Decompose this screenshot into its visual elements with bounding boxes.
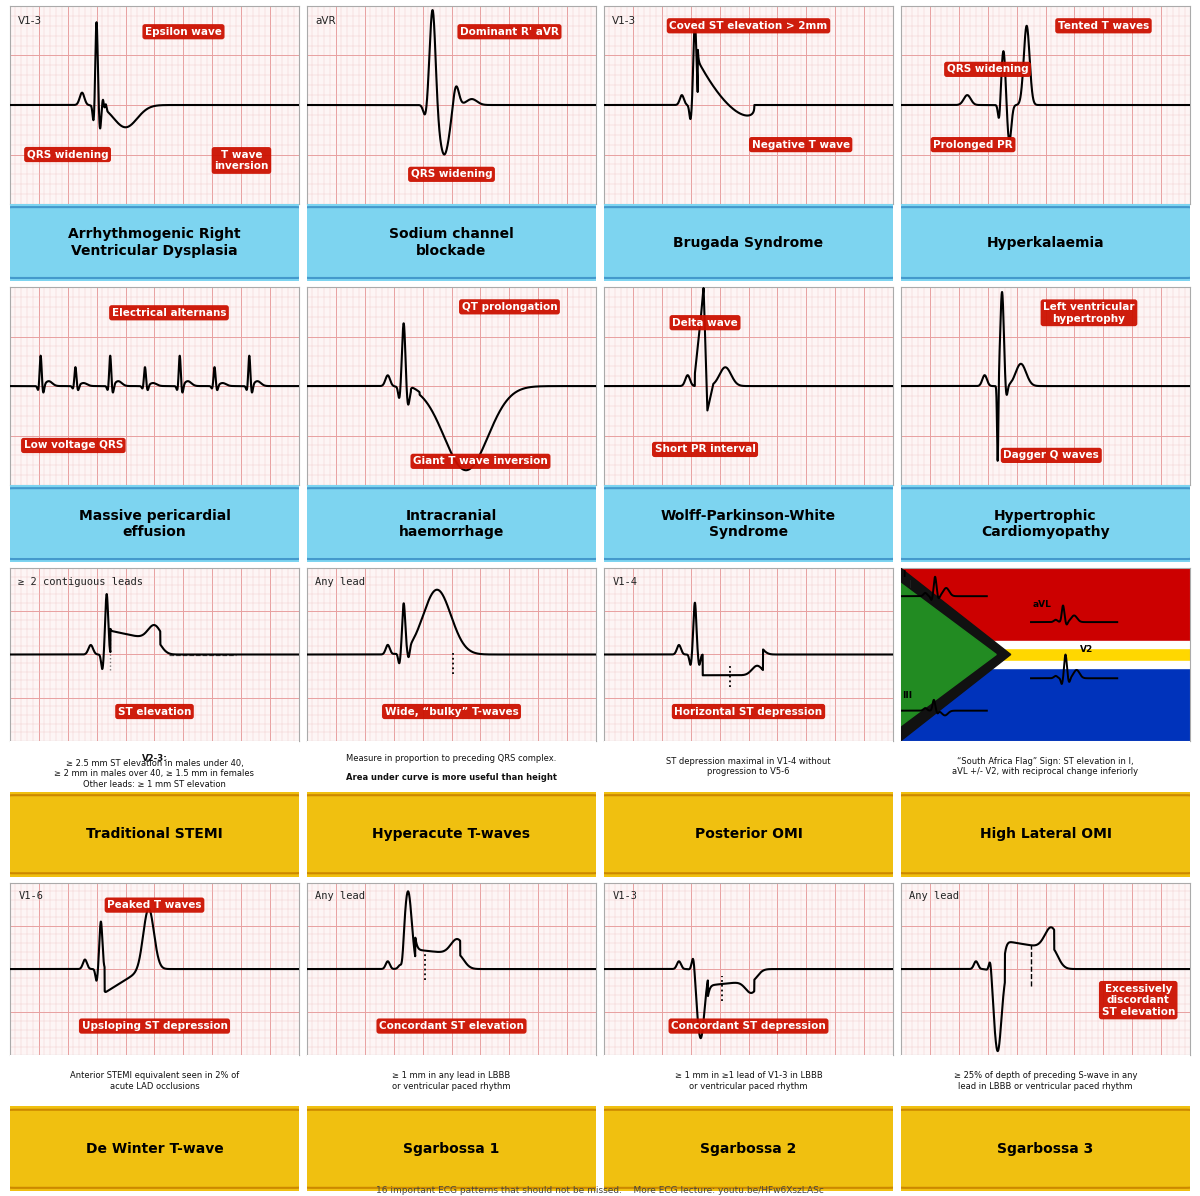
Text: Delta wave: Delta wave xyxy=(672,318,738,328)
Text: ST elevation: ST elevation xyxy=(118,707,191,716)
FancyBboxPatch shape xyxy=(596,488,901,559)
Text: Area under curve is more useful than height: Area under curve is more useful than hei… xyxy=(346,773,557,782)
FancyBboxPatch shape xyxy=(596,795,901,873)
Text: QT prolongation: QT prolongation xyxy=(462,301,557,312)
Text: Posterior OMI: Posterior OMI xyxy=(695,828,803,841)
Text: III: III xyxy=(902,691,912,700)
Text: QRS widening: QRS widening xyxy=(26,150,108,159)
Text: V1-3: V1-3 xyxy=(612,16,636,26)
Text: Dominant R' aVR: Dominant R' aVR xyxy=(460,26,559,37)
Text: Sgarbossa 3: Sgarbossa 3 xyxy=(997,1142,1093,1155)
FancyBboxPatch shape xyxy=(299,488,604,559)
Text: Brugada Syndrome: Brugada Syndrome xyxy=(673,236,823,250)
Text: Massive pericardial
effusion: Massive pericardial effusion xyxy=(78,508,230,538)
FancyBboxPatch shape xyxy=(2,1110,307,1188)
Text: Arrhythmogenic Right
Ventricular Dysplasia: Arrhythmogenic Right Ventricular Dysplas… xyxy=(68,227,241,257)
Text: Giant T wave inversion: Giant T wave inversion xyxy=(413,457,548,466)
Text: Tented T waves: Tented T waves xyxy=(1058,20,1150,31)
Text: Negative T wave: Negative T wave xyxy=(751,140,850,150)
Text: V2-3:: V2-3: xyxy=(142,755,167,763)
Text: I: I xyxy=(902,569,906,579)
Text: High Lateral OMI: High Lateral OMI xyxy=(979,828,1111,841)
Text: Prolonged PR: Prolonged PR xyxy=(934,140,1013,150)
Text: Epsilon wave: Epsilon wave xyxy=(145,26,222,37)
FancyBboxPatch shape xyxy=(893,488,1198,559)
Text: Any lead: Any lead xyxy=(910,891,959,902)
Text: Coved ST elevation > 2mm: Coved ST elevation > 2mm xyxy=(670,20,828,31)
Text: I: I xyxy=(910,580,912,590)
FancyBboxPatch shape xyxy=(299,1110,604,1188)
Text: Peaked T waves: Peaked T waves xyxy=(107,901,202,910)
Text: De Winter T-wave: De Winter T-wave xyxy=(85,1142,223,1155)
Text: Electrical alternans: Electrical alternans xyxy=(112,307,227,318)
Text: Concordant ST depression: Concordant ST depression xyxy=(671,1021,826,1031)
Text: Horizontal ST depression: Horizontal ST depression xyxy=(674,707,822,716)
FancyBboxPatch shape xyxy=(299,207,604,277)
Text: 16 important ECG patterns that should not be missed.    More ECG lecture: youtu.: 16 important ECG patterns that should no… xyxy=(376,1185,824,1195)
Text: “South Africa Flag” Sign: ST elevation in I,
aVL +/- V2, with reciprocal change : “South Africa Flag” Sign: ST elevation i… xyxy=(953,757,1139,776)
Text: Hyperacute T-waves: Hyperacute T-waves xyxy=(372,828,530,841)
FancyBboxPatch shape xyxy=(893,207,1198,277)
Text: V1-4: V1-4 xyxy=(612,576,637,587)
Text: ≥ 25% of depth of preceding S-wave in any
lead in LBBB or ventricular paced rhyt: ≥ 25% of depth of preceding S-wave in an… xyxy=(954,1072,1138,1091)
Text: V2: V2 xyxy=(1080,646,1093,654)
FancyBboxPatch shape xyxy=(596,1110,901,1188)
Bar xyxy=(900,641,1190,647)
Text: Dagger Q waves: Dagger Q waves xyxy=(1003,451,1099,460)
Text: Traditional STEMI: Traditional STEMI xyxy=(86,828,223,841)
FancyBboxPatch shape xyxy=(299,795,604,873)
Text: Short PR interval: Short PR interval xyxy=(654,445,756,454)
Text: Hyperkalaemia: Hyperkalaemia xyxy=(986,236,1104,250)
Text: Wide, “bulky” T-waves: Wide, “bulky” T-waves xyxy=(385,707,518,716)
Text: ≥ 2 contiguous leads: ≥ 2 contiguous leads xyxy=(18,576,143,587)
Text: V1-3: V1-3 xyxy=(18,16,42,26)
Text: ≥ 1 mm in ≥1 lead of V1-3 in LBBB
or ventricular paced rhythm: ≥ 1 mm in ≥1 lead of V1-3 in LBBB or ven… xyxy=(674,1072,822,1091)
Text: aVL: aVL xyxy=(1032,600,1051,609)
Text: QRS widening: QRS widening xyxy=(947,65,1028,74)
Text: Intracranial
haemorrhage: Intracranial haemorrhage xyxy=(398,508,504,538)
FancyBboxPatch shape xyxy=(893,795,1198,873)
Text: QRS widening: QRS widening xyxy=(410,170,492,179)
FancyBboxPatch shape xyxy=(2,795,307,873)
Text: Wolff-Parkinson-White
Syndrome: Wolff-Parkinson-White Syndrome xyxy=(661,508,836,538)
FancyBboxPatch shape xyxy=(2,207,307,277)
Bar xyxy=(900,568,1190,654)
Text: V1-6: V1-6 xyxy=(18,891,43,902)
Text: Concordant ST elevation: Concordant ST elevation xyxy=(379,1021,524,1031)
Text: Excessively
discordant
ST elevation: Excessively discordant ST elevation xyxy=(1102,983,1175,1017)
FancyBboxPatch shape xyxy=(2,488,307,559)
Text: V1-3: V1-3 xyxy=(612,891,637,902)
Text: Any lead: Any lead xyxy=(316,576,365,587)
Text: Left ventricular
hypertrophy: Left ventricular hypertrophy xyxy=(1043,301,1135,324)
Polygon shape xyxy=(900,584,996,726)
Text: Upsloping ST depression: Upsloping ST depression xyxy=(82,1021,228,1031)
Text: Anterior STEMI equivalent seen in 2% of
acute LAD occlusions: Anterior STEMI equivalent seen in 2% of … xyxy=(70,1072,239,1091)
Text: ST depression maximal in V1-4 without
progression to V5-6: ST depression maximal in V1-4 without pr… xyxy=(666,757,830,776)
Polygon shape xyxy=(900,568,1010,740)
Bar xyxy=(900,642,1190,666)
Text: ≥ 2.5 mm ST elevation in males under 40,
≥ 2 mm in males over 40, ≥ 1.5 mm in fe: ≥ 2.5 mm ST elevation in males under 40,… xyxy=(54,759,254,789)
FancyBboxPatch shape xyxy=(596,207,901,277)
Text: Measure in proportion to preceding QRS complex.: Measure in proportion to preceding QRS c… xyxy=(347,755,557,763)
Text: Sodium channel
blockade: Sodium channel blockade xyxy=(389,227,514,257)
Text: Hypertrophic
Cardiomyopathy: Hypertrophic Cardiomyopathy xyxy=(982,508,1110,538)
Text: aVR: aVR xyxy=(316,16,336,26)
Text: Sgarbossa 2: Sgarbossa 2 xyxy=(701,1142,797,1155)
Bar xyxy=(900,654,1190,740)
Text: T wave
inversion: T wave inversion xyxy=(215,150,269,171)
Bar xyxy=(900,661,1190,669)
FancyBboxPatch shape xyxy=(893,1110,1198,1188)
Text: Any lead: Any lead xyxy=(316,891,365,902)
Text: Sgarbossa 1: Sgarbossa 1 xyxy=(403,1142,499,1155)
Text: Low voltage QRS: Low voltage QRS xyxy=(24,440,124,451)
Text: ≥ 1 mm in any lead in LBBB
or ventricular paced rhythm: ≥ 1 mm in any lead in LBBB or ventricula… xyxy=(392,1072,511,1091)
